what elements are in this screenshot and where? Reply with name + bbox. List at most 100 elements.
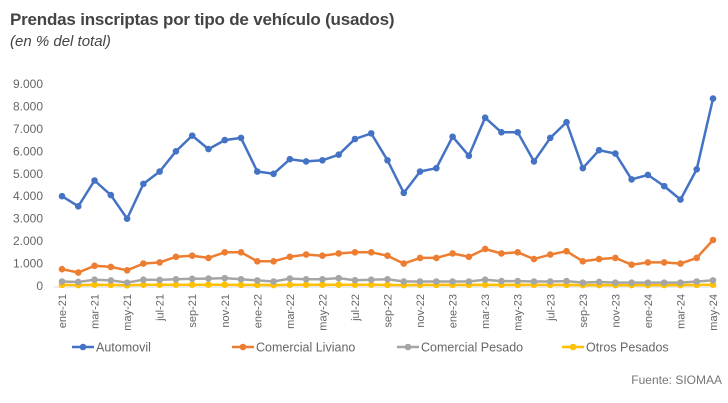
y-tick-label: 2.000 bbox=[13, 234, 43, 248]
x-tick-label: jul-22 bbox=[350, 294, 362, 322]
source-note: Fuente: SIOMAA bbox=[631, 373, 722, 387]
data-point bbox=[384, 275, 391, 283]
data-point bbox=[156, 259, 163, 266]
data-point bbox=[693, 165, 701, 173]
data-point bbox=[514, 277, 521, 285]
y-tick-label: 8.000 bbox=[13, 99, 43, 113]
data-point bbox=[709, 95, 717, 102]
data-point bbox=[253, 277, 261, 284]
data-point bbox=[693, 278, 701, 285]
data-point bbox=[465, 278, 473, 285]
data-point bbox=[302, 275, 310, 283]
legend-label: Automovil bbox=[96, 341, 151, 355]
data-point bbox=[351, 276, 359, 284]
x-tick-label: may-22 bbox=[317, 294, 329, 331]
data-point bbox=[335, 250, 342, 257]
data-point bbox=[384, 157, 391, 164]
data-point bbox=[498, 128, 505, 136]
data-point bbox=[563, 247, 570, 255]
x-tick-label: may-23 bbox=[513, 294, 525, 331]
data-point bbox=[205, 145, 212, 153]
data-point bbox=[367, 130, 375, 137]
data-point bbox=[530, 255, 538, 263]
data-point bbox=[595, 255, 603, 263]
x-tick-label: may-21 bbox=[122, 294, 134, 331]
data-point bbox=[205, 275, 212, 282]
legend-label: Comercial Liviano bbox=[256, 341, 355, 355]
data-point bbox=[270, 170, 277, 178]
data-point bbox=[172, 275, 180, 283]
data-point bbox=[628, 261, 635, 268]
data-point bbox=[595, 278, 603, 286]
data-point bbox=[107, 277, 115, 284]
data-point bbox=[188, 281, 196, 288]
data-point bbox=[237, 134, 245, 142]
data-point bbox=[465, 253, 473, 261]
data-point bbox=[286, 275, 294, 282]
x-tick-label: ene-22 bbox=[252, 294, 264, 328]
data-point bbox=[367, 281, 375, 288]
data-point bbox=[74, 203, 82, 210]
legend-label: Otros Pesados bbox=[586, 341, 669, 355]
data-point bbox=[156, 168, 163, 175]
data-point bbox=[74, 269, 82, 276]
data-point bbox=[74, 278, 82, 286]
data-point bbox=[433, 278, 440, 285]
x-tick-label: mar-21 bbox=[90, 294, 102, 329]
x-tick-label: sep-21 bbox=[187, 294, 199, 328]
data-point bbox=[416, 254, 424, 262]
data-point bbox=[709, 277, 717, 284]
data-point bbox=[91, 262, 98, 270]
data-point bbox=[400, 278, 408, 285]
data-point bbox=[628, 176, 635, 183]
data-point bbox=[644, 259, 652, 266]
data-point bbox=[237, 249, 245, 256]
legend-marker bbox=[569, 343, 577, 351]
data-point bbox=[579, 258, 587, 265]
data-point bbox=[498, 250, 505, 257]
data-point bbox=[286, 253, 294, 261]
data-point bbox=[416, 278, 424, 285]
data-point bbox=[140, 276, 147, 284]
y-tick-label: 3.000 bbox=[13, 212, 43, 226]
data-point bbox=[660, 182, 668, 190]
data-point bbox=[302, 158, 310, 165]
data-point bbox=[693, 254, 701, 262]
data-point bbox=[58, 192, 66, 200]
data-point bbox=[546, 251, 554, 258]
x-tick-label: sep-23 bbox=[578, 294, 590, 328]
data-point bbox=[400, 189, 408, 197]
data-point bbox=[514, 128, 521, 136]
data-point bbox=[107, 263, 115, 271]
data-point bbox=[563, 277, 570, 285]
data-point bbox=[498, 277, 505, 285]
data-point bbox=[433, 164, 440, 172]
data-point bbox=[677, 279, 684, 286]
x-tick-label: mar-24 bbox=[675, 294, 687, 329]
data-point bbox=[351, 135, 359, 143]
data-point bbox=[91, 276, 98, 284]
y-tick-label: 0 bbox=[36, 279, 43, 293]
data-point bbox=[612, 150, 619, 157]
data-point bbox=[270, 278, 277, 285]
data-point bbox=[302, 281, 310, 288]
data-point bbox=[172, 281, 180, 288]
legend-label: Comercial Pesado bbox=[421, 341, 523, 355]
x-tick-label: nov-23 bbox=[610, 294, 622, 328]
data-point bbox=[123, 266, 131, 274]
data-point bbox=[221, 274, 229, 282]
data-point bbox=[384, 252, 391, 259]
data-point bbox=[530, 158, 538, 165]
data-point bbox=[546, 278, 554, 285]
data-point bbox=[156, 281, 163, 288]
data-point bbox=[449, 278, 456, 285]
data-point bbox=[205, 254, 212, 262]
data-point bbox=[400, 260, 408, 267]
x-tick-label: mar-23 bbox=[480, 294, 492, 329]
data-point bbox=[367, 276, 375, 284]
data-point bbox=[270, 258, 277, 265]
data-point bbox=[221, 136, 229, 144]
y-tick-label: 4.000 bbox=[13, 189, 43, 203]
x-tick-label: mar-22 bbox=[285, 294, 297, 329]
data-point bbox=[107, 191, 115, 199]
